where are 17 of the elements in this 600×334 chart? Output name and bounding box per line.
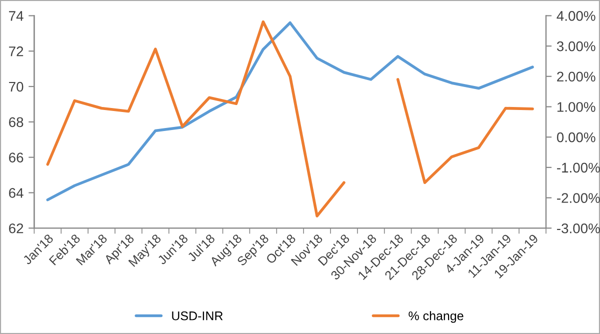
y-tick-label: 64 bbox=[9, 188, 24, 198]
y2-tick-label: -2.00% bbox=[557, 193, 600, 203]
y2-tick-label: 3.00% bbox=[556, 41, 596, 52]
y-tick-label: 70 bbox=[9, 82, 24, 92]
y-tick-label: 62 bbox=[9, 223, 24, 234]
y2-tick-label: 2.00% bbox=[557, 72, 596, 82]
y2-tick-label: 0.00% bbox=[556, 132, 596, 142]
y-tick-label: 74 bbox=[9, 11, 24, 21]
legend-label: % change bbox=[408, 311, 464, 323]
y2-tick-label: -1.00% bbox=[557, 162, 600, 173]
y-tick-label: 66 bbox=[9, 152, 24, 162]
y-tick-label: 72 bbox=[9, 46, 24, 56]
y2-tick-label: -3.00% bbox=[557, 223, 600, 234]
y2-tick-label: 4.00% bbox=[556, 11, 596, 21]
legend-label: USD-INR bbox=[172, 311, 223, 320]
y-tick-label: 68 bbox=[9, 117, 24, 128]
y2-tick-label: 1.00% bbox=[557, 102, 596, 112]
